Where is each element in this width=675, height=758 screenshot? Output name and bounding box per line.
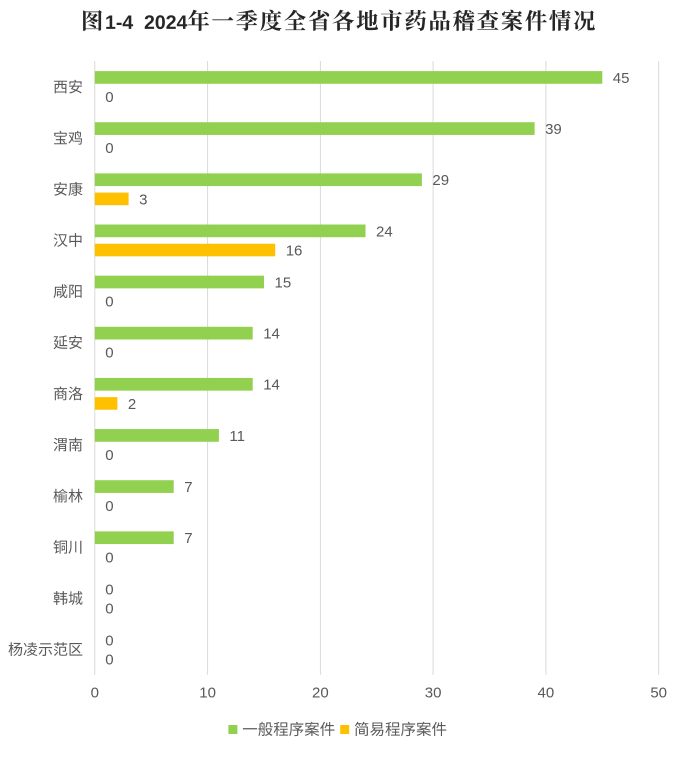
svg-text:10: 10 <box>199 685 216 702</box>
svg-text:2: 2 <box>128 396 136 413</box>
svg-text:0: 0 <box>105 632 113 649</box>
svg-text:30: 30 <box>425 685 442 702</box>
svg-text:0: 0 <box>105 581 113 598</box>
svg-text:0: 0 <box>91 685 99 702</box>
svg-text:0: 0 <box>105 447 113 464</box>
svg-text:0: 0 <box>105 140 113 157</box>
svg-text:0: 0 <box>105 294 113 311</box>
svg-text:11: 11 <box>229 428 245 445</box>
svg-text:40: 40 <box>538 685 555 702</box>
svg-text:7: 7 <box>184 530 192 547</box>
svg-text:0: 0 <box>105 345 113 362</box>
svg-text:16: 16 <box>286 242 303 259</box>
svg-text:0: 0 <box>105 652 113 669</box>
svg-text:24: 24 <box>376 223 393 240</box>
svg-text:29: 29 <box>432 172 449 189</box>
svg-text:0: 0 <box>105 498 113 515</box>
svg-text:39: 39 <box>545 121 562 138</box>
svg-text:15: 15 <box>275 274 292 291</box>
svg-text:20: 20 <box>312 685 329 702</box>
svg-text:0: 0 <box>105 89 113 106</box>
svg-text:0: 0 <box>105 600 113 617</box>
svg-text:0: 0 <box>105 549 113 566</box>
svg-text:7: 7 <box>184 479 192 496</box>
svg-text:3: 3 <box>139 191 147 208</box>
svg-text:50: 50 <box>650 685 667 702</box>
svg-text:45: 45 <box>613 70 630 87</box>
svg-text:14: 14 <box>263 326 280 343</box>
svg-text:14: 14 <box>263 377 280 394</box>
